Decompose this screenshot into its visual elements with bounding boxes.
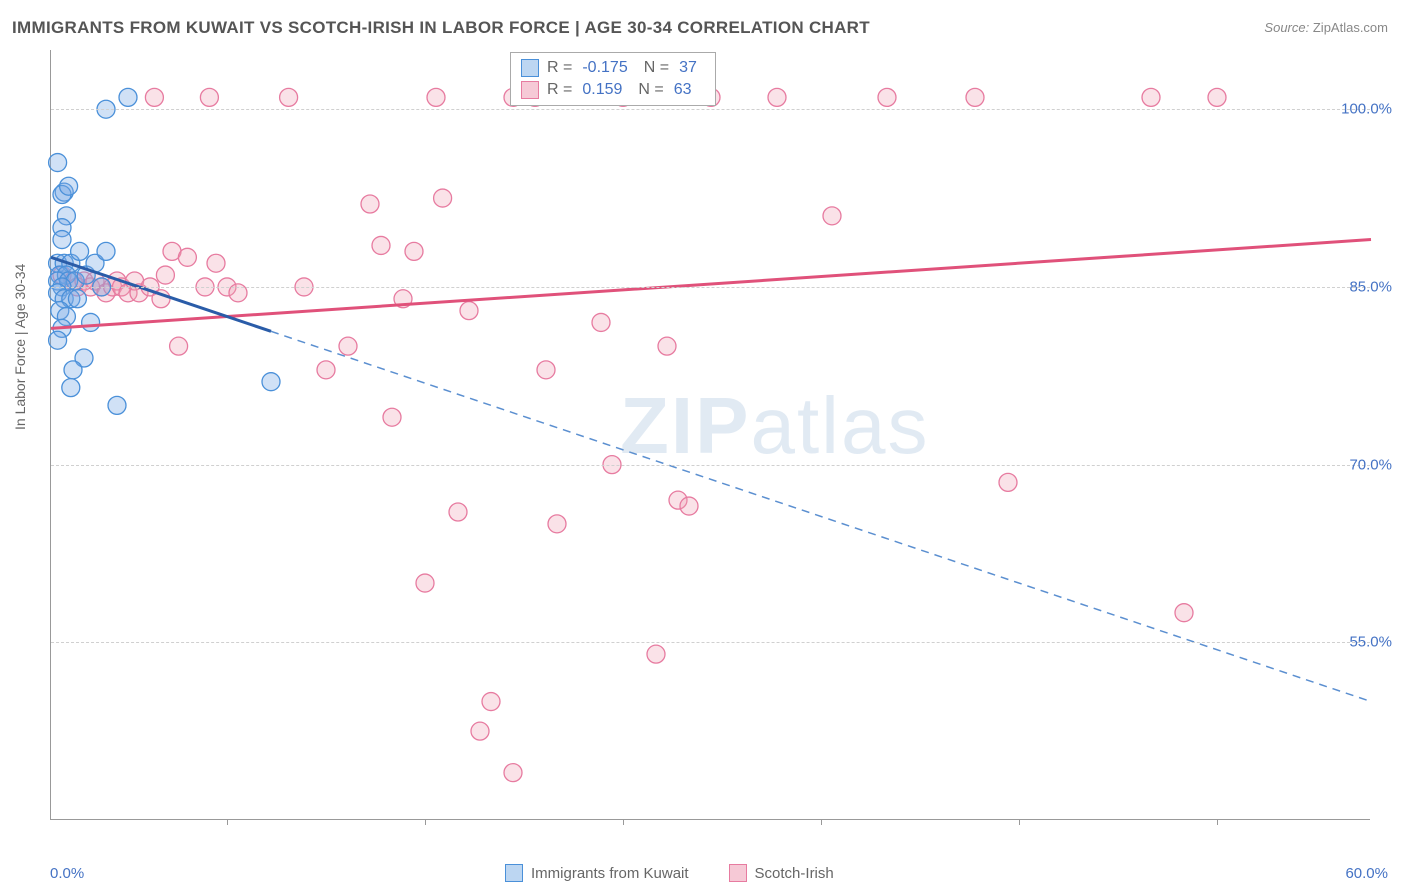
- y-tick-label: 100.0%: [1341, 101, 1392, 118]
- scatter-point-blue: [119, 88, 137, 106]
- scatter-point-pink: [592, 313, 610, 331]
- x-tick-mark: [1019, 819, 1020, 825]
- scatter-point-pink: [145, 88, 163, 106]
- gridline-h: [51, 642, 1370, 643]
- trendline-blue-dashed: [271, 331, 1371, 701]
- scatter-point-pink: [823, 207, 841, 225]
- scatter-point-pink: [207, 254, 225, 272]
- scatter-point-blue: [53, 231, 71, 249]
- x-tick-mark: [227, 819, 228, 825]
- y-tick-label: 55.0%: [1349, 634, 1392, 651]
- scatter-point-pink: [658, 337, 676, 355]
- x-tick-mark: [623, 819, 624, 825]
- stats-row-pink: R = 0.159 N = 63: [521, 79, 705, 101]
- gridline-h: [51, 109, 1370, 110]
- legend-swatch-pink: [729, 864, 747, 882]
- scatter-point-blue: [64, 361, 82, 379]
- scatter-point-pink: [680, 497, 698, 515]
- scatter-point-pink: [471, 722, 489, 740]
- scatter-point-blue: [62, 379, 80, 397]
- bottom-legend: Immigrants from Kuwait Scotch-Irish: [505, 864, 834, 882]
- scatter-point-blue: [49, 154, 67, 172]
- scatter-point-pink: [156, 266, 174, 284]
- scatter-point-pink: [647, 645, 665, 663]
- legend-label-pink: Scotch-Irish: [755, 865, 834, 882]
- scatter-point-pink: [416, 574, 434, 592]
- legend-swatch-blue: [505, 864, 523, 882]
- n-label: N =: [644, 57, 669, 79]
- r-label: R =: [547, 57, 572, 79]
- scatter-point-pink: [1142, 88, 1160, 106]
- x-tick-right: 60.0%: [1345, 865, 1388, 882]
- scatter-point-pink: [178, 248, 196, 266]
- y-tick-label: 70.0%: [1349, 456, 1392, 473]
- scatter-point-pink: [427, 88, 445, 106]
- n-value-pink: 63: [674, 79, 692, 101]
- scatter-point-pink: [372, 236, 390, 254]
- y-axis-label: In Labor Force | Age 30-34: [12, 264, 28, 430]
- source-label: Source:: [1264, 20, 1309, 35]
- legend-label-blue: Immigrants from Kuwait: [531, 865, 689, 882]
- scatter-point-blue: [60, 177, 78, 195]
- scatter-point-blue: [82, 313, 100, 331]
- chart-title: IMMIGRANTS FROM KUWAIT VS SCOTCH-IRISH I…: [12, 18, 870, 38]
- x-tick-left: 0.0%: [50, 865, 84, 882]
- scatter-point-pink: [999, 473, 1017, 491]
- n-label: N =: [638, 79, 663, 101]
- r-value-blue: -0.175: [582, 57, 627, 79]
- trendline-pink: [51, 240, 1371, 329]
- scatter-point-pink: [460, 302, 478, 320]
- scatter-point-pink: [383, 408, 401, 426]
- scatter-point-blue: [108, 396, 126, 414]
- gridline-h: [51, 287, 1370, 288]
- scatter-point-pink: [537, 361, 555, 379]
- scatter-point-pink: [966, 88, 984, 106]
- stats-row-blue: R = -0.175 N = 37: [521, 57, 705, 79]
- legend-item-pink: Scotch-Irish: [729, 864, 834, 882]
- r-label: R =: [547, 79, 572, 101]
- scatter-point-pink: [1208, 88, 1226, 106]
- scatter-point-pink: [482, 693, 500, 711]
- scatter-point-blue: [262, 373, 280, 391]
- y-tick-label: 85.0%: [1349, 278, 1392, 295]
- scatter-point-blue: [97, 242, 115, 260]
- scatter-point-pink: [280, 88, 298, 106]
- scatter-point-pink: [317, 361, 335, 379]
- scatter-point-blue: [71, 242, 89, 260]
- scatter-point-pink: [548, 515, 566, 533]
- x-tick-mark: [821, 819, 822, 825]
- plot-area: [50, 50, 1370, 820]
- stats-legend-box: R = -0.175 N = 37 R = 0.159 N = 63: [510, 52, 716, 106]
- swatch-blue: [521, 59, 539, 77]
- scatter-point-pink: [170, 337, 188, 355]
- scatter-point-pink: [504, 764, 522, 782]
- scatter-point-pink: [878, 88, 896, 106]
- source-value: ZipAtlas.com: [1313, 20, 1388, 35]
- n-value-blue: 37: [679, 57, 697, 79]
- scatter-point-pink: [434, 189, 452, 207]
- scatter-point-pink: [339, 337, 357, 355]
- scatter-point-pink: [768, 88, 786, 106]
- scatter-point-pink: [200, 88, 218, 106]
- scatter-point-pink: [405, 242, 423, 260]
- chart-svg: [51, 50, 1370, 819]
- source-attribution: Source: ZipAtlas.com: [1264, 20, 1388, 35]
- scatter-point-pink: [361, 195, 379, 213]
- x-tick-mark: [425, 819, 426, 825]
- gridline-h: [51, 465, 1370, 466]
- x-tick-mark: [1217, 819, 1218, 825]
- legend-item-blue: Immigrants from Kuwait: [505, 864, 689, 882]
- swatch-pink: [521, 81, 539, 99]
- scatter-point-pink: [1175, 604, 1193, 622]
- scatter-point-blue: [68, 290, 86, 308]
- scatter-point-blue: [49, 331, 67, 349]
- r-value-pink: 0.159: [582, 79, 622, 101]
- scatter-point-pink: [449, 503, 467, 521]
